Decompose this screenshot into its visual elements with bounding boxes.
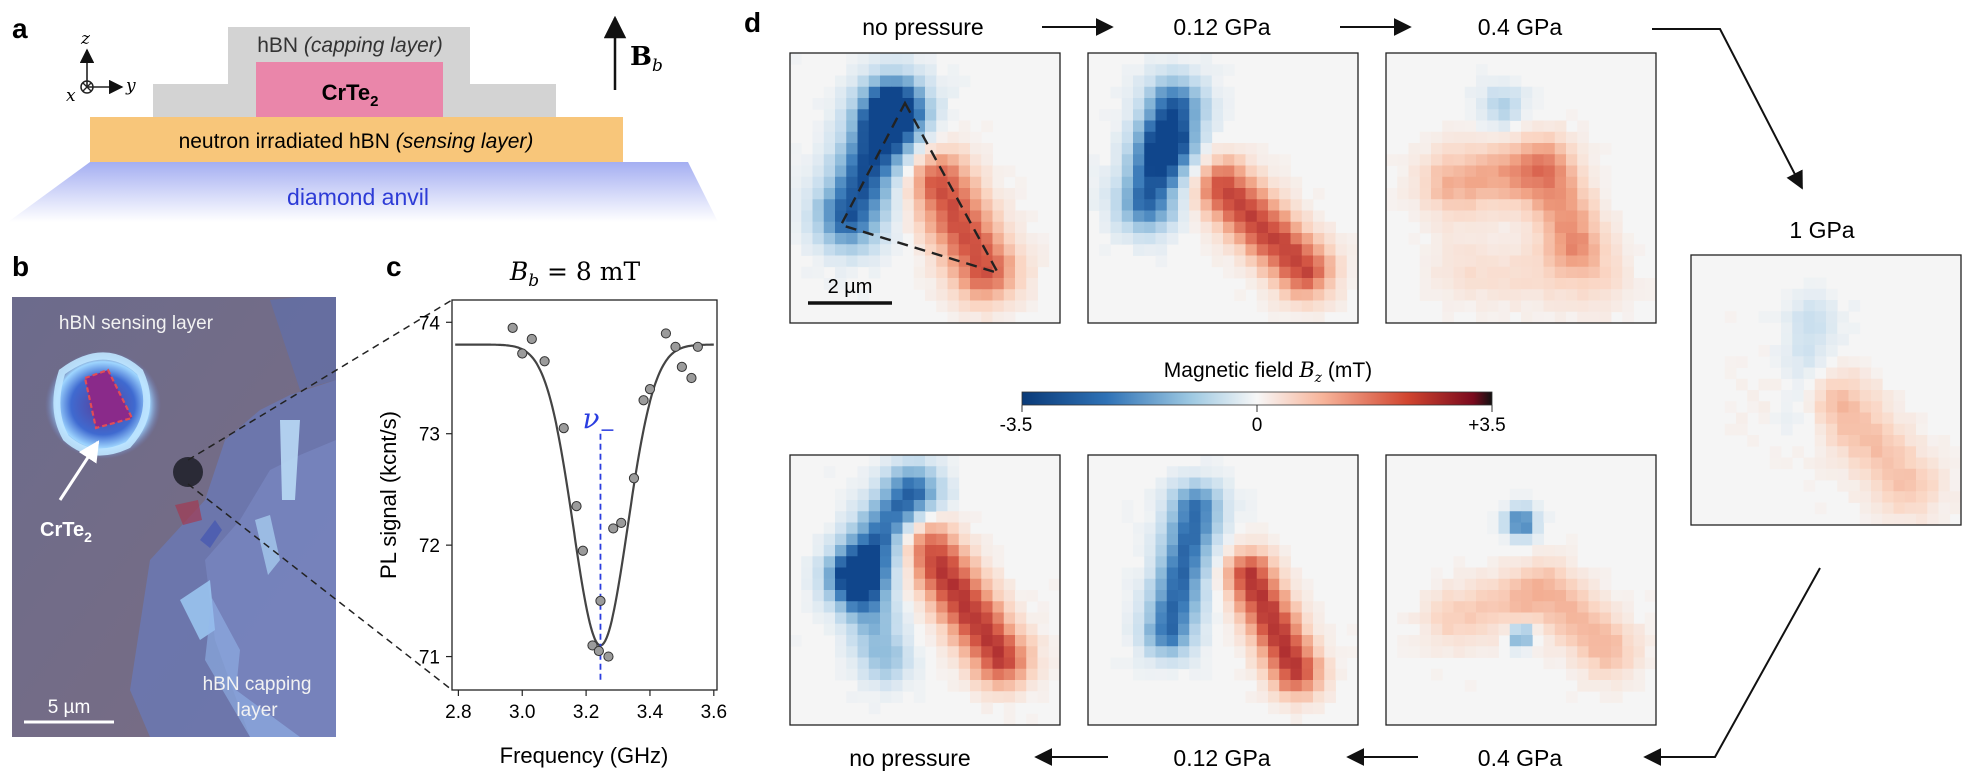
micrograph-capping-label-line1: hBN capping [203, 674, 312, 695]
flake-outline [839, 100, 1001, 276]
axis-x-label: x [66, 86, 76, 106]
data-point [670, 341, 681, 352]
crte2-label: CrTe2 [322, 80, 379, 110]
x-tick-label: 3.6 [701, 702, 727, 723]
top-label-04: 0.4 GPa [1478, 14, 1563, 40]
colorbar-max: +3.5 [1468, 415, 1506, 436]
micrograph-scalebar-label: 5 µm [48, 697, 91, 718]
panel-label-a: a [12, 13, 28, 44]
map-top-04 [1385, 52, 1657, 324]
colorbar-gradient [1021, 391, 1493, 406]
data-point [539, 356, 550, 367]
axis-y-label: y [125, 76, 136, 96]
resonance-label: ν− [582, 402, 615, 441]
map-scalebar-label: 2 µm [828, 276, 873, 298]
data-point [660, 328, 672, 339]
data-point [644, 384, 656, 395]
micrograph-sensing-label: hBN sensing layer [59, 313, 214, 334]
diamond-anvil [8, 162, 718, 222]
data-point [571, 501, 582, 512]
micrograph-crte2-label: CrTe2 [40, 519, 92, 545]
data-point [507, 322, 518, 333]
y-tick-label: 71 [419, 648, 440, 669]
colorbar-min: -3.5 [1000, 415, 1033, 436]
y-axis-label: PL signal (kcnt/s) [376, 411, 401, 579]
top-label-012: 0.12 GPa [1173, 14, 1270, 40]
data-point [638, 395, 649, 406]
map-top-012 [1087, 52, 1359, 324]
data-point [595, 595, 606, 606]
diamond-anvil-label: diamond anvil [287, 184, 429, 210]
data-point [577, 545, 589, 556]
sensing-layer [90, 117, 623, 162]
odmr-chart: 2.8 3.0 3.2 3.4 3.6 71 72 73 74 ν− Frequency (GH… [376, 299, 727, 768]
data-point [692, 341, 703, 352]
colorbar: Magnetic field Bz (mT) -3.5 0 +3.5 [1000, 358, 1506, 436]
crte2-flake [256, 62, 443, 117]
panel-label-d: d [744, 7, 761, 38]
right-arrow-down [1652, 28, 1803, 190]
data-point [608, 523, 619, 534]
map-1gpa [1690, 254, 1962, 526]
crte2-outline [83, 368, 134, 430]
map-top-no-pressure [789, 52, 1061, 324]
optical-micrograph [12, 297, 336, 737]
top-label-no-pressure: no pressure [862, 14, 983, 40]
x-axis-label: Frequency (GHz) [500, 743, 669, 768]
zoom-line-top [187, 299, 453, 461]
y-tick-label: 73 [419, 425, 440, 446]
zoom-line-bottom [187, 483, 453, 691]
map-bottom-no-pressure [789, 454, 1061, 726]
axes-triad: z y x [66, 29, 136, 106]
data-point [587, 640, 598, 651]
chart-title: Bb = 8 mT [509, 257, 641, 291]
fit-curve [455, 343, 714, 647]
axis-z-label: z [80, 29, 91, 49]
bottom-label-no-pressure: no pressure [849, 745, 970, 771]
data-point [676, 361, 687, 372]
bias-field-arrow: Bb [603, 15, 663, 90]
data-point [628, 473, 640, 484]
colorbar-mid: 0 [1252, 415, 1263, 436]
bias-field-label: Bb [630, 42, 663, 76]
right-arrow-up [1643, 567, 1821, 766]
heterostructure-schematic: diamond anvil neutron irradiated hBN (se… [8, 15, 718, 222]
data-point [517, 348, 528, 359]
plot-area [451, 299, 718, 691]
bottom-label-012: 0.12 GPa [1173, 745, 1270, 771]
x-tick-label: 2.8 [445, 702, 471, 723]
capping-layer-label: hBN (capping layer) [257, 34, 443, 57]
y-tick-label: 72 [419, 536, 440, 557]
data-point [593, 645, 604, 657]
sensing-layer-label: neutron irradiated hBN (sensing layer) [179, 130, 534, 153]
data-point [603, 651, 614, 662]
y-tick-label: 74 [419, 313, 441, 334]
data-point [526, 333, 537, 345]
x-tick-label: 3.0 [509, 702, 535, 723]
map-bottom-012 [1087, 454, 1359, 726]
data-point [686, 372, 697, 384]
panel-label-c: c [386, 251, 402, 282]
bottom-label-04: 0.4 GPa [1478, 745, 1563, 771]
data-point [616, 517, 627, 528]
micrograph-capping-label-line2: layer [236, 700, 278, 721]
map-bottom-04 [1385, 454, 1657, 726]
panel-label-b: b [12, 251, 29, 282]
right-label-1gpa: 1 GPa [1789, 217, 1854, 243]
x-tick-label: 3.4 [637, 702, 664, 723]
colorbar-title: Magnetic field Bz (mT) [1164, 358, 1372, 386]
micrograph-pointer-arrow [58, 440, 100, 501]
data-point [558, 423, 569, 434]
x-tick-label: 3.2 [573, 702, 599, 723]
